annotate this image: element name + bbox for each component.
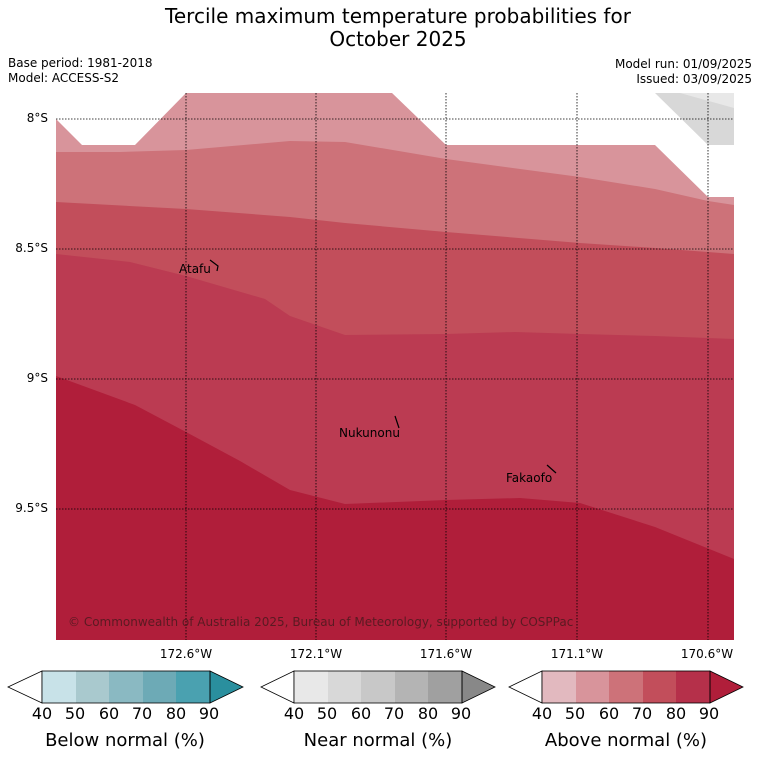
- band-near-normal-light: [680, 93, 734, 108]
- below-tick-60: 60: [98, 704, 120, 723]
- band-above-80-90: [56, 376, 734, 640]
- lat-label-8-5s: 8.5°S: [15, 241, 48, 255]
- near-swatch-1: [294, 671, 328, 703]
- above-tick-40: 40: [531, 704, 553, 723]
- below-normal-label: Below normal (%): [45, 730, 205, 751]
- lat-label-8s: 8°S: [26, 111, 48, 125]
- above-arrow-high: [709, 670, 744, 704]
- near-swatch-4: [395, 671, 428, 703]
- below-swatch-4: [143, 671, 176, 703]
- lat-label-9-5s: 9.5°S: [15, 501, 48, 515]
- near-tick-40: 40: [283, 704, 305, 723]
- place-label-fakaofo: Fakaofo: [506, 471, 552, 485]
- lon-label-172-1w: 172.1°W: [289, 647, 343, 661]
- meta-left: Base period: 1981-2018 Model: ACCESS-S2: [8, 56, 153, 86]
- map-title-line1: Tercile maximum temperature probabilitie…: [165, 4, 631, 28]
- meta-right: Model run: 01/09/2025 Issued: 03/09/2025: [615, 57, 752, 87]
- lon-label-171-1w: 171.1°W: [550, 647, 604, 661]
- copyright-notice: © Commonwealth of Australia 2025, Bureau…: [68, 615, 573, 629]
- band-near-normal: [655, 93, 734, 145]
- above-tick-90: 90: [698, 704, 720, 723]
- above-tick-60: 60: [598, 704, 620, 723]
- map-title: Tercile maximum temperature probabilitie…: [0, 5, 758, 51]
- above-tick-50: 50: [564, 704, 586, 723]
- near-normal-label: Near normal (%): [303, 730, 453, 751]
- below-arrow-low: [7, 670, 43, 704]
- near-tick-80: 80: [417, 704, 439, 723]
- base-period: Base period: 1981-2018: [8, 56, 153, 70]
- map-title-line2: October 2025: [329, 27, 467, 51]
- below-tick-90: 90: [198, 704, 220, 723]
- model-name: Model: ACCESS-S2: [8, 71, 120, 85]
- near-tick-60: 60: [350, 704, 372, 723]
- lon-label-171-6w: 171.6°W: [419, 647, 473, 661]
- near-tick-50: 50: [316, 704, 338, 723]
- near-arrow-high: [461, 670, 496, 704]
- issued-date: Issued: 03/09/2025: [636, 72, 752, 86]
- above-swatch-5: [676, 671, 710, 703]
- gridlines: [56, 93, 734, 640]
- above-tick-80: 80: [665, 704, 687, 723]
- below-swatch-1: [42, 671, 76, 703]
- near-tick-70: 70: [383, 704, 405, 723]
- lon-label-170-6w: 170.6°W: [680, 647, 734, 661]
- near-arrow-low: [260, 670, 295, 704]
- above-swatch-3: [609, 671, 643, 703]
- above-arrow-low: [508, 670, 543, 704]
- below-arrow-high: [209, 670, 244, 704]
- colorbar-near: [260, 670, 496, 704]
- below-tick-80: 80: [165, 704, 187, 723]
- atafu-coastline: [209, 259, 219, 272]
- above-swatch-4: [643, 671, 676, 703]
- above-swatch-1: [542, 671, 576, 703]
- colorbar-above: [508, 670, 744, 704]
- lat-label-9s: 9°S: [26, 371, 48, 385]
- fakaofo-coastline: [546, 464, 557, 474]
- nukunonu-coastline: [394, 415, 400, 429]
- below-swatch-3: [109, 671, 143, 703]
- near-swatch-2: [328, 671, 361, 703]
- near-tick-90: 90: [450, 704, 472, 723]
- place-label-atafu: Atafu: [179, 262, 211, 276]
- above-tick-70: 70: [631, 704, 653, 723]
- below-tick-40: 40: [31, 704, 53, 723]
- below-swatch-5: [176, 671, 210, 703]
- below-swatch-2: [76, 671, 109, 703]
- lon-label-172-6w: 172.6°W: [159, 647, 213, 661]
- model-run: Model run: 01/09/2025: [614, 57, 752, 71]
- above-swatch-2: [576, 671, 609, 703]
- above-normal-label: Above normal (%): [544, 730, 708, 751]
- place-label-nukunonu: Nukunonu: [339, 426, 400, 440]
- near-swatch-3: [361, 671, 395, 703]
- colorbar-below: [7, 670, 244, 704]
- near-swatch-5: [428, 671, 462, 703]
- below-tick-70: 70: [131, 704, 153, 723]
- below-tick-50: 50: [64, 704, 86, 723]
